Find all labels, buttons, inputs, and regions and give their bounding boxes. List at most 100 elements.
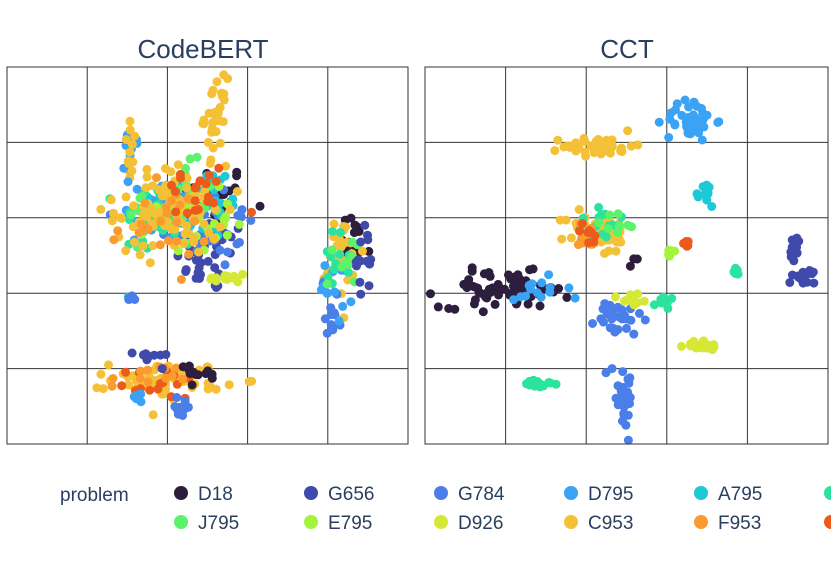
scatter-point-c953 (92, 383, 102, 393)
legend-item-g784[interactable]: G784 (434, 484, 505, 505)
scatter-point-d18 (490, 284, 500, 294)
scatter-point-c953 (135, 250, 145, 260)
legend-item-d926[interactable]: D926 (434, 513, 503, 534)
legend-item-a795[interactable]: A795 (694, 484, 762, 505)
scatter-point-j795 (327, 245, 337, 255)
legend-label: D926 (458, 513, 503, 534)
legend-item-d795[interactable]: D795 (564, 484, 633, 505)
scatter-point-k774 (733, 269, 743, 279)
scatter-point-f926 (577, 219, 587, 229)
scatter-point-d18 (207, 373, 217, 383)
legend-item-g656[interactable]: G656 (304, 484, 374, 505)
codebert-frame (6, 66, 409, 445)
legend-item-f926[interactable]: F926 (824, 513, 831, 534)
scatter-point-d18 (255, 201, 265, 211)
scatter-point-d795 (682, 123, 692, 133)
scatter-point-f953 (108, 374, 118, 383)
scatter-point-c953 (566, 233, 576, 243)
legend-item-d18[interactable]: D18 (174, 484, 233, 505)
scatter-point-f926 (145, 385, 155, 395)
legend-marker (564, 486, 578, 500)
scatter-point-d18 (470, 295, 480, 305)
codebert-title: CodeBERT (137, 34, 268, 64)
scatter-point-c953 (224, 380, 234, 390)
scatter-point-k774 (649, 300, 659, 310)
scatter-point-d18 (232, 167, 242, 177)
scatter-point-g656 (360, 220, 370, 230)
legend-item-c953[interactable]: C953 (564, 513, 633, 534)
scatter-point-f953 (178, 374, 188, 384)
legend-item-j795[interactable]: J795 (174, 513, 239, 534)
scatter-point-d926 (677, 341, 686, 351)
scatter-point-f926 (171, 207, 181, 217)
scatter-point-f953 (183, 194, 193, 204)
scatter-point-c953 (96, 369, 106, 379)
scatter-point-c953 (123, 380, 133, 390)
scatter-point-d18 (562, 293, 572, 302)
scatter-point-g656 (785, 278, 795, 287)
legend-marker (824, 515, 831, 529)
scatter-point-c953 (96, 204, 106, 214)
scatter-point-d926 (611, 292, 620, 302)
scatter-point-k774 (524, 380, 534, 390)
legend-item-k774[interactable]: K774 (824, 484, 831, 505)
scatter-point-d795 (129, 392, 139, 402)
scatter-point-g784 (588, 319, 597, 328)
scatter-point-g784 (635, 308, 644, 318)
scatter-point-f926 (201, 179, 211, 189)
scatter-point-g656 (363, 235, 373, 245)
scatter-point-c953 (106, 195, 116, 205)
scatter-point-g784 (223, 247, 232, 257)
legend-label: D18 (198, 484, 233, 505)
scatter-point-f953 (136, 219, 146, 229)
scatter-point-f926 (190, 205, 200, 215)
scatter-point-d795 (346, 297, 356, 307)
scatter-point-f926 (175, 169, 185, 179)
scatter-point-c953 (142, 212, 152, 222)
scatter-point-c953 (138, 241, 148, 251)
scatter-point-f953 (190, 216, 200, 226)
scatter-point-c953 (580, 147, 590, 157)
scatter-point-d795 (334, 316, 344, 326)
scatter-point-c953 (205, 158, 215, 168)
scatter-point-c953 (129, 201, 139, 211)
scatter-point-g656 (356, 289, 366, 299)
codebert-panel: CodeBERT (6, 34, 409, 445)
scatter-point-d18 (629, 254, 639, 264)
legend-marker (694, 515, 708, 529)
scatter-point-g656 (355, 277, 365, 287)
scatter-point-f926 (204, 170, 214, 180)
scatter-point-d795 (670, 120, 680, 130)
scatter-point-f953 (171, 363, 181, 373)
scatter-point-g784 (236, 212, 246, 222)
legend-marker (174, 486, 188, 500)
scatter-point-f953 (134, 228, 144, 238)
scatter-point-f953 (172, 236, 182, 246)
scatter-point-g784 (623, 435, 633, 445)
legend-item-f953[interactable]: F953 (694, 513, 761, 534)
scatter-point-f953 (161, 373, 171, 383)
scatter-point-e795 (670, 246, 680, 256)
scatter-point-c953 (329, 219, 339, 229)
scatter-point-c953 (225, 205, 235, 215)
scatter-point-c953 (550, 146, 560, 156)
scatter-point-f953 (175, 200, 185, 210)
scatter-point-d795 (524, 280, 534, 290)
scatter-point-g784 (607, 364, 617, 374)
scatter-point-d18 (467, 263, 477, 273)
scatter-point-g656 (196, 258, 206, 268)
scatter-point-k774 (335, 249, 345, 259)
legend-marker (174, 515, 188, 529)
scatter-point-j795 (594, 218, 604, 228)
scatter-point-c953 (148, 241, 158, 250)
scatter-point-d18 (554, 284, 564, 293)
scatter-point-d795 (654, 117, 664, 127)
scatter-point-c953 (128, 222, 138, 232)
scatter-point-d926 (639, 296, 649, 306)
scatter-point-k774 (601, 232, 611, 242)
scatter-point-f953 (163, 236, 173, 246)
scatter-point-g784 (326, 303, 336, 313)
scatter-point-d795 (570, 293, 580, 303)
legend-item-e795[interactable]: E795 (304, 513, 372, 534)
scatter-point-f953 (113, 226, 123, 236)
